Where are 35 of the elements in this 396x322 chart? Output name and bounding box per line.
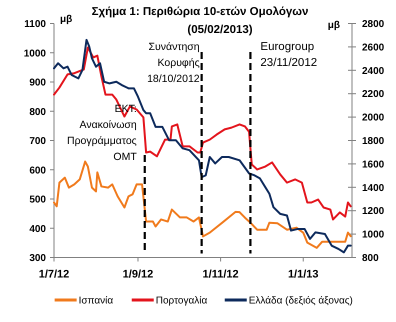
y-tick-label: 500	[29, 194, 46, 206]
chart-title: Σχήμα 1: Περιθώρια 10-ετών Ομολόγων	[92, 6, 308, 18]
y2-tick-label: 1600	[362, 159, 385, 170]
y2-axis-title: μβ	[328, 20, 340, 31]
y2-tick-label: 2400	[362, 66, 385, 77]
y-axis-title: μβ	[60, 14, 72, 25]
y-tick-label: 700	[29, 136, 46, 147]
y2-tick-label: 2200	[362, 89, 385, 100]
y2-tick-label: 2600	[362, 42, 385, 54]
ref-line-label: Συνάντηση Κορυφής 18/10/2012	[147, 41, 200, 85]
y2-tick-label: 800	[362, 253, 380, 264]
legend-label: Ισπανία	[78, 296, 114, 306]
y-tick-label: 400	[29, 224, 46, 235]
y-tick-label: 900	[29, 78, 46, 88]
x-tick-label: 1/9/12	[122, 268, 154, 280]
y2-tick-label: 1000	[362, 230, 385, 241]
y-tick-label: 800	[29, 106, 46, 118]
y-tick-label: 300	[29, 253, 46, 264]
y2-tick-label: 2800	[362, 19, 385, 30]
line-series	[53, 38, 352, 254]
ref-line-label: Eurogroup 23/11/2012	[260, 41, 318, 69]
y-tick-label: 600	[29, 165, 46, 176]
y2-tick-label: 1800	[362, 136, 385, 147]
line-series	[53, 160, 352, 249]
chart-subtitle: (05/02/2013)	[187, 24, 253, 36]
x-tick-label: 1/7/12	[38, 268, 70, 280]
x-tick-label: 1/11/12	[202, 268, 239, 280]
legend-label: Ελλάδα (δεξιός άξονας)	[248, 296, 353, 306]
legend-label: Πορτογαλία	[156, 296, 208, 306]
y2-tick-label: 2000	[362, 112, 385, 124]
x-tick-label: 1/1/13	[288, 268, 319, 280]
y-tick-label: 1000	[24, 48, 46, 60]
y2-tick-label: 1200	[362, 206, 385, 218]
y2-tick-label: 1400	[362, 182, 385, 194]
y-tick-label: 1100	[24, 19, 46, 30]
